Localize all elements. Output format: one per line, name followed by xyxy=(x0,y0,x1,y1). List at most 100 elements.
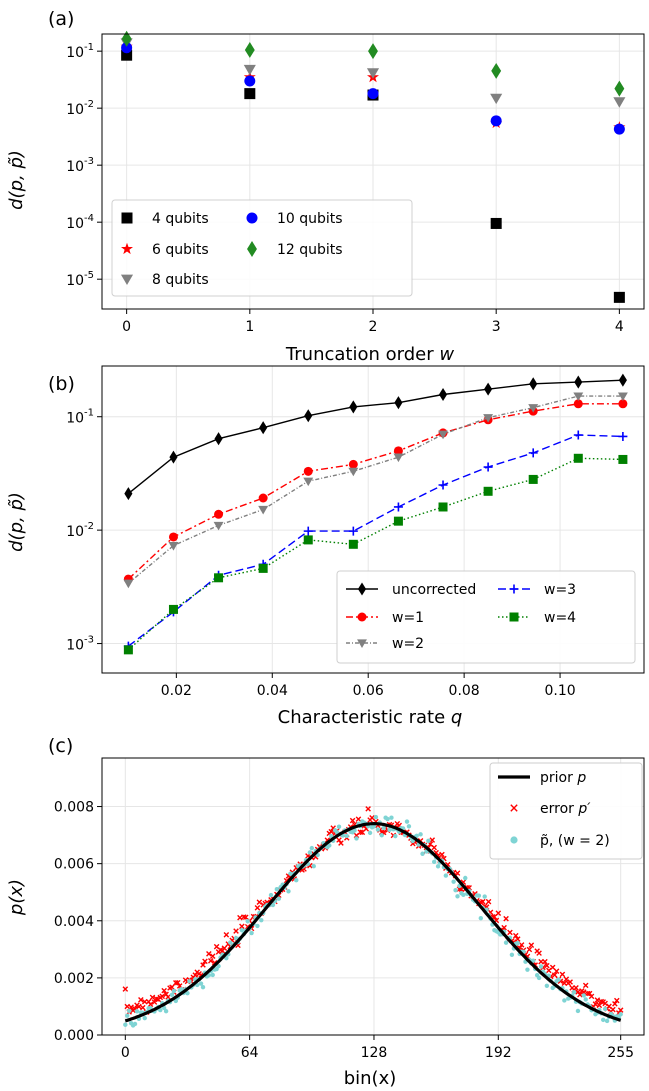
corrected-point xyxy=(478,915,484,921)
data-point xyxy=(168,532,178,542)
legend-marker xyxy=(120,274,134,286)
corrected-point xyxy=(274,886,280,892)
error-point xyxy=(588,993,595,1000)
data-point xyxy=(491,62,502,79)
data-point xyxy=(303,535,313,545)
error-point xyxy=(357,829,364,835)
error-point xyxy=(580,989,587,995)
panel-a-yticks: 10-1 10-2 10-3 10-4 10-5 xyxy=(66,42,102,289)
corrected-point xyxy=(132,1021,138,1027)
data-point xyxy=(168,604,178,614)
corrected-point xyxy=(583,997,588,1002)
corrected-point xyxy=(426,838,431,843)
error-point xyxy=(169,984,175,990)
corrected-point xyxy=(311,863,316,869)
legend-label: 8 qubits xyxy=(152,272,209,288)
data-point xyxy=(528,448,538,458)
legend-marker xyxy=(121,242,133,255)
corrected-point xyxy=(531,958,536,963)
corrected-point xyxy=(307,850,313,855)
data-point xyxy=(244,88,256,100)
corrected-point xyxy=(259,917,264,923)
corrected-point xyxy=(173,998,179,1004)
error-point xyxy=(582,982,589,989)
legend-marker xyxy=(509,584,519,594)
panel-b-marks xyxy=(123,373,628,655)
corrected-point xyxy=(169,992,175,998)
y-tick-label: 0.008 xyxy=(54,800,94,816)
corrected-point xyxy=(268,892,274,898)
corrected-point xyxy=(161,1005,167,1011)
corrected-point xyxy=(158,1007,163,1013)
error-point xyxy=(161,987,167,994)
error-point xyxy=(501,924,507,931)
corrected-point xyxy=(255,923,260,929)
data-point xyxy=(121,49,133,61)
error-point xyxy=(355,816,362,822)
corrected-point xyxy=(538,964,544,969)
data-point xyxy=(613,123,625,135)
corrected-point xyxy=(618,1012,623,1017)
corrected-point xyxy=(352,828,357,833)
panel-a-ylabel: d(p, p̃) xyxy=(6,150,27,210)
data-point xyxy=(348,459,358,469)
data-point xyxy=(303,477,314,487)
data-point xyxy=(169,450,178,464)
data-point xyxy=(121,42,133,54)
series-line xyxy=(127,379,623,495)
legend-label: 6 qubits xyxy=(152,242,209,258)
corrected-point xyxy=(200,984,206,990)
data-point xyxy=(614,80,625,97)
panel-b-xticks: 0.02 0.04 0.06 0.08 0.10 xyxy=(161,673,576,699)
data-point xyxy=(394,396,403,410)
error-point xyxy=(612,1001,618,1007)
corrected-point xyxy=(536,975,542,981)
data-point xyxy=(123,645,133,655)
legend-box xyxy=(489,762,643,860)
panel-a-xticks: 0 1 2 3 4 xyxy=(122,309,624,335)
panel-a-marks xyxy=(120,30,626,303)
legend-marker xyxy=(510,804,518,812)
corrected-point xyxy=(443,873,449,878)
panel-c-ylabel: p(x) xyxy=(6,879,27,916)
legend-label: uncorrected xyxy=(392,582,476,598)
error-point xyxy=(485,898,492,905)
data-point xyxy=(393,502,403,512)
corrected-point xyxy=(562,998,567,1003)
y-tick-label: 0.006 xyxy=(54,857,94,873)
data-point xyxy=(490,93,503,105)
corrected-point xyxy=(406,824,412,829)
data-point xyxy=(121,30,132,47)
panel-b-label: (b) xyxy=(48,373,75,395)
error-point xyxy=(147,1001,154,1008)
corrected-point xyxy=(463,875,468,881)
panel-c-xticks: 0 64 128 192 255 xyxy=(121,1035,634,1061)
corrected-point xyxy=(216,963,221,969)
data-point xyxy=(214,573,224,583)
error-point xyxy=(149,994,156,1001)
corrected-point xyxy=(418,832,423,837)
panel-c-marks xyxy=(122,806,624,1028)
data-point xyxy=(348,539,358,549)
corrected-point xyxy=(198,981,204,986)
x-tick-label: 0.02 xyxy=(161,683,192,699)
data-point xyxy=(258,505,269,515)
data-point xyxy=(348,526,358,536)
legend-marker xyxy=(247,241,257,257)
corrected-point xyxy=(515,940,520,946)
error-point xyxy=(122,986,129,992)
legend-label: error p′ xyxy=(540,801,591,817)
data-point xyxy=(573,399,583,409)
corrected-point xyxy=(185,990,190,996)
error-point xyxy=(514,936,521,942)
x-tick-label: 192 xyxy=(485,1045,512,1061)
prior-curve xyxy=(124,821,622,1023)
x-tick-label: 64 xyxy=(241,1045,259,1061)
corrected-point xyxy=(387,827,392,833)
data-point xyxy=(258,493,268,503)
legend-marker xyxy=(509,612,519,622)
error-point xyxy=(544,962,550,969)
data-point xyxy=(490,115,502,127)
data-point xyxy=(490,217,502,229)
